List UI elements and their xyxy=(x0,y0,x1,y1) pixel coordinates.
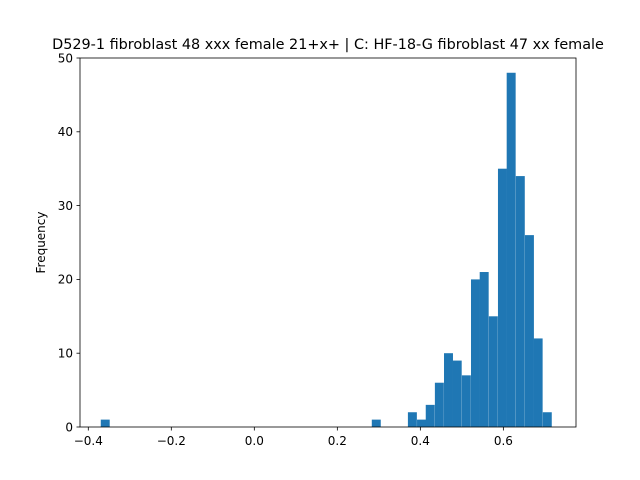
x-tick-label-3: 0.2 xyxy=(328,434,347,448)
y-tick-label-1: 10 xyxy=(58,347,73,361)
histogram-bar-13 xyxy=(506,72,516,427)
histogram-bar-7 xyxy=(452,360,462,427)
histogram-bar-5 xyxy=(434,382,444,427)
histogram-bar-9 xyxy=(470,279,480,427)
histogram-bar-1 xyxy=(371,419,381,427)
histogram-bar-16 xyxy=(533,338,543,427)
x-tick-label-0: −0.4 xyxy=(74,434,103,448)
histogram-bar-11 xyxy=(488,316,498,427)
histogram-bar-0 xyxy=(100,419,110,427)
histogram-bar-6 xyxy=(444,353,453,427)
histogram-bar-2 xyxy=(407,412,417,427)
histogram-bar-4 xyxy=(425,404,435,427)
plot-frame xyxy=(79,57,577,428)
histogram-bar-3 xyxy=(417,419,426,427)
y-tick-label-4: 40 xyxy=(58,125,73,139)
y-axis-label: Frequency xyxy=(34,212,48,274)
axes: −0.4 −0.2 0.0 0.2 0.4 0.6 0 10 20 30 40 50 xyxy=(58,51,577,448)
chart-title: D529-1 fibroblast 48 xxx female 21+x+ | … xyxy=(52,37,604,53)
x-tick-label-1: −0.2 xyxy=(157,434,186,448)
histogram-bar-12 xyxy=(497,168,507,427)
x-tick-label-2: 0.0 xyxy=(245,434,264,448)
histogram-bar-17 xyxy=(542,412,552,427)
histogram-bars xyxy=(100,72,552,427)
y-tick-label-3: 30 xyxy=(58,199,73,213)
histogram-bar-10 xyxy=(479,272,489,427)
y-tick-label-2: 20 xyxy=(58,273,73,287)
x-tick-label-4: 0.4 xyxy=(411,434,430,448)
y-tick-label-0: 0 xyxy=(65,420,73,434)
x-tick-label-5: 0.6 xyxy=(494,434,513,448)
histogram-bar-8 xyxy=(461,375,471,427)
histogram-bar-14 xyxy=(515,176,525,427)
y-tick-label-5: 50 xyxy=(58,51,73,65)
histogram-bar-15 xyxy=(524,235,534,427)
